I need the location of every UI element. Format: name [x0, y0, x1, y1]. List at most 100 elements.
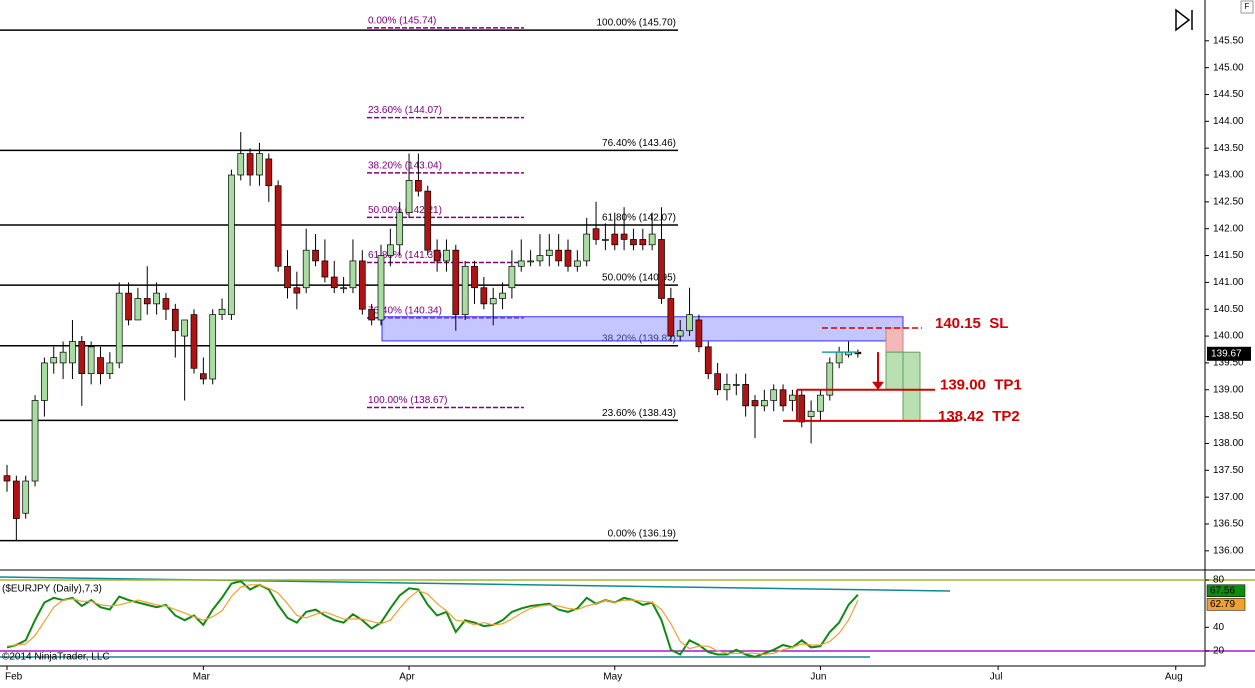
candle-body [704, 346, 712, 375]
zone [381, 316, 904, 342]
candle-body [153, 292, 160, 305]
candle-body [639, 239, 647, 246]
candle-body [3, 475, 11, 482]
candle-body [171, 308, 179, 332]
candle-body [555, 249, 563, 262]
candle-body [433, 249, 441, 262]
candle-body [218, 308, 226, 315]
candle-body [41, 362, 48, 401]
candle-body [143, 298, 151, 305]
candle-body [274, 185, 282, 267]
candle-body [732, 384, 740, 386]
candle-body [396, 212, 404, 246]
x-tick-label: Jun [810, 672, 826, 683]
y-tick-label: 20 [1213, 646, 1225, 657]
direction-arrowhead [872, 381, 884, 390]
reward-box [885, 351, 904, 391]
candle-body [602, 239, 609, 241]
last-value-label: 62.79 [1210, 599, 1235, 610]
candle-body [798, 394, 806, 423]
candle-body [648, 233, 656, 246]
candle-body [461, 265, 469, 315]
candle-body [536, 255, 544, 262]
x-tick-label: Apr [399, 672, 415, 683]
candle-body [545, 249, 553, 256]
fib-label: 100.00% (138.67) [368, 395, 448, 406]
last-value-label: 67.56 [1210, 585, 1235, 596]
fib-label: 0.00% (136.19) [608, 528, 676, 539]
candle-body [452, 249, 460, 315]
candle-body [760, 400, 768, 407]
y-tick-label: 139.00 [1213, 384, 1244, 395]
y-tick-label: 145.00 [1213, 62, 1244, 73]
candle-body [284, 265, 291, 289]
y-tick-label: 40 [1213, 622, 1225, 633]
candle-body [573, 260, 581, 267]
y-tick-label: 141.50 [1213, 250, 1244, 261]
last-price-badge [1207, 346, 1251, 361]
oscillator-title: ($EURJPY (Daily),7,3) [2, 584, 102, 595]
fib-label: 38.20% (143.04) [368, 161, 442, 172]
y-tick-label: 143.50 [1213, 143, 1244, 154]
toolbar-button-label[interactable]: F [1245, 2, 1250, 11]
candle-body [97, 357, 104, 375]
y-tick-label: 80 [1213, 575, 1225, 586]
candle-body [115, 292, 123, 364]
play-icon[interactable] [1175, 8, 1191, 32]
candle-body [564, 249, 572, 267]
candle-body [686, 314, 693, 332]
candle-body [620, 233, 628, 240]
candle-body [377, 255, 385, 321]
candle-body [405, 180, 413, 213]
candle-body [742, 384, 750, 407]
candle-body [667, 298, 675, 337]
candle-body [415, 180, 422, 192]
candle-body [293, 287, 301, 294]
candle-body [209, 314, 217, 380]
candle-body [340, 287, 347, 290]
y-tick-label: 137.50 [1213, 465, 1244, 476]
y-tick-label: 138.50 [1213, 411, 1244, 422]
y-tick-label: 144.00 [1213, 116, 1244, 127]
toolbar-button[interactable] [1240, 0, 1254, 14]
oscillator-line [6, 580, 859, 658]
y-tick-label: 145.50 [1213, 35, 1244, 46]
candle-body [817, 394, 824, 412]
fib-label: 23.60% (144.07) [368, 105, 442, 116]
x-tick-label: Mar [193, 672, 211, 683]
candle-body [387, 244, 394, 256]
candle-body [723, 384, 731, 391]
candle-body [302, 249, 310, 289]
candle-body [630, 239, 637, 246]
candle-body [181, 319, 188, 337]
y-tick-label: 137.00 [1213, 492, 1244, 503]
candle-body [22, 480, 30, 514]
candle-body [480, 287, 488, 305]
candle-body [368, 308, 375, 321]
candle-body [517, 260, 525, 267]
candle-body [676, 330, 684, 337]
y-tick-label: 144.50 [1213, 89, 1244, 100]
candle-body [200, 373, 207, 380]
candle-body [312, 249, 319, 262]
candle-body [134, 298, 142, 321]
risk-box [885, 327, 904, 353]
y-tick-label: 141.00 [1213, 277, 1244, 288]
candle-body [190, 314, 198, 369]
fib-label: 0.00% (145.74) [368, 16, 436, 27]
x-tick-label: Aug [1165, 672, 1183, 683]
candle-body [228, 174, 235, 315]
fib-label: 38.20% (139.82) [602, 333, 676, 344]
candle-body [87, 346, 95, 375]
oscillator-line [6, 584, 859, 656]
candle-body [611, 233, 619, 246]
candle-body [714, 373, 721, 391]
candle-body [69, 341, 76, 364]
candle-body [265, 158, 273, 187]
candle-body [826, 362, 834, 396]
candle-body [443, 249, 450, 262]
candle-body [424, 190, 432, 251]
fib-label: 23.60% (138.43) [602, 408, 676, 419]
play-button[interactable] [1175, 8, 1193, 32]
